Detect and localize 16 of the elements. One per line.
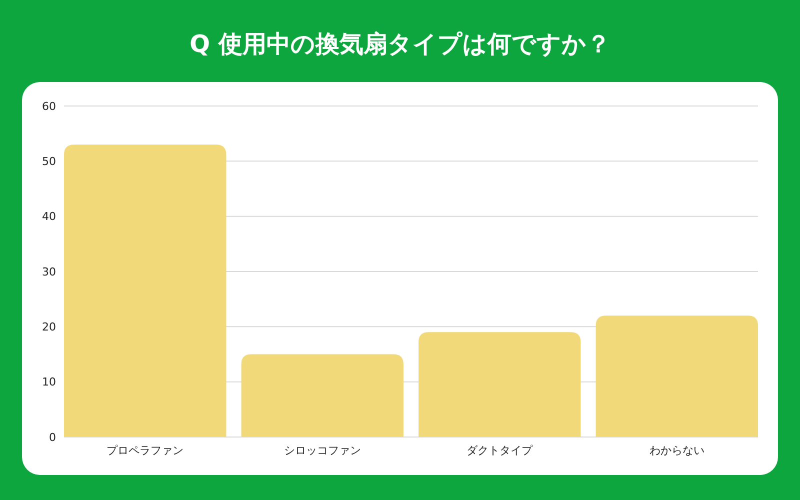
y-tick-label: 50 xyxy=(42,155,56,168)
y-tick-label: 0 xyxy=(49,430,56,444)
x-tick-label: シロッコファン xyxy=(284,444,361,457)
x-tick-label: ダクトタイプ xyxy=(466,444,534,457)
y-tick-label: 10 xyxy=(42,376,56,389)
bar xyxy=(418,332,581,437)
y-tick-label: 20 xyxy=(42,320,56,334)
x-tick-label: プロペラファン xyxy=(106,444,184,457)
y-tick-label: 30 xyxy=(42,265,56,278)
bar xyxy=(64,144,226,437)
x-tick-label: わからない xyxy=(649,444,704,457)
y-tick-label: 60 xyxy=(42,100,56,113)
y-tick-label: 40 xyxy=(42,210,56,224)
chart-title: Q 使用中の換気扇タイプは何ですか？ xyxy=(190,30,610,58)
bar xyxy=(596,316,758,437)
bar xyxy=(241,354,404,437)
